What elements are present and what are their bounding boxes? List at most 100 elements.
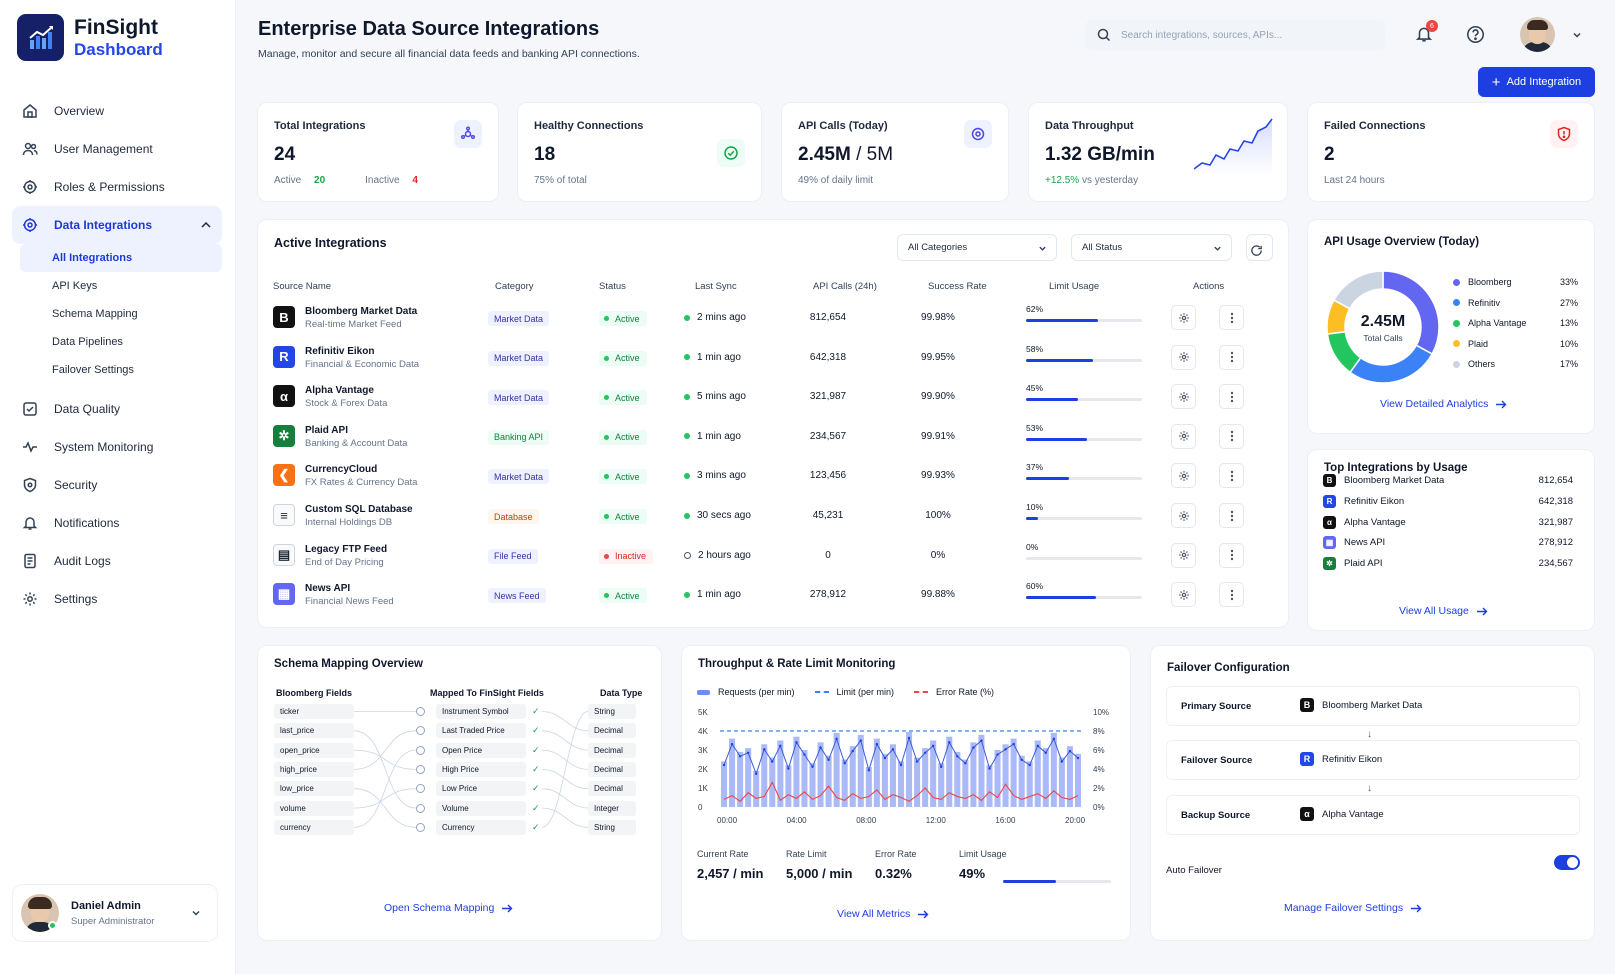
sidebar-item-notifications[interactable]: Notifications — [12, 504, 222, 542]
limit-percent: 45% — [1026, 383, 1044, 394]
table-row[interactable]: ≡ Custom SQL Database Internal Holdings DB… — [258, 494, 1288, 535]
view-detailed-analytics-link[interactable]: View Detailed Analytics — [1380, 398, 1507, 410]
search-bar[interactable] — [1085, 20, 1385, 50]
top-integration-item[interactable]: α Alpha Vantage 321,987 — [1323, 512, 1573, 533]
subnav-item-failover-settings[interactable]: Failover Settings — [52, 364, 134, 376]
search-input[interactable] — [1121, 29, 1361, 41]
target-field[interactable]: Last Traded Price — [436, 723, 526, 739]
legend-dot-icon — [1453, 340, 1460, 347]
row-settings-button[interactable] — [1171, 542, 1196, 568]
row-settings-button[interactable] — [1171, 384, 1196, 410]
column-header: Mapped To FinSight Fields — [430, 688, 544, 698]
failover-source-box[interactable]: Primary Source B Bloomberg Market Data — [1166, 686, 1580, 726]
open-schema-mapping-link[interactable]: Open Schema Mapping — [384, 902, 513, 914]
brand-logo[interactable]: FinSight Dashboard — [17, 14, 163, 61]
view-all-metrics-link[interactable]: View All Metrics — [837, 908, 929, 920]
chevron-down-icon[interactable] — [191, 908, 201, 918]
request-bar — [1058, 757, 1065, 807]
subnav-item-data-pipelines[interactable]: Data Pipelines — [52, 336, 123, 348]
refresh-button[interactable] — [1246, 234, 1273, 261]
table-row[interactable]: α Alpha Vantage Stock & Forex Data Market D… — [258, 375, 1288, 416]
request-point — [835, 737, 838, 741]
target-field[interactable]: Currency — [436, 819, 526, 835]
subnav-item-schema-mapping[interactable]: Schema Mapping — [52, 308, 138, 320]
table-row[interactable]: ❮ CurrencyCloud FX Rates & Currency Data Ma… — [258, 454, 1288, 495]
request-point — [722, 763, 726, 767]
limit-percent: 53% — [1026, 422, 1044, 433]
stat-label: API Calls (Today) — [798, 120, 888, 132]
subnav-item-all-integrations[interactable]: All Integrations — [20, 244, 222, 272]
sidebar-item-overview[interactable]: Overview — [12, 92, 222, 130]
x-tick-label: 16:00 — [995, 816, 1016, 825]
table-row[interactable]: ✲ Plaid API Banking & Account Data Banking … — [258, 415, 1288, 456]
top-integration-item[interactable]: R Refinitiv Eikon 642,318 — [1323, 491, 1573, 512]
sidebar-item-data-integrations[interactable]: Data Integrations — [12, 206, 222, 244]
table-row[interactable]: B Bloomberg Market Data Real-time Market F… — [258, 296, 1288, 337]
row-more-button[interactable] — [1219, 344, 1244, 370]
top-integration-item[interactable]: ▦ News API 278,912 — [1323, 532, 1573, 553]
table-row[interactable]: ▦ News API Financial News Feed News Feed Act… — [258, 573, 1288, 614]
sync-dot-icon — [684, 393, 690, 400]
profile-avatar[interactable] — [1520, 17, 1555, 52]
sidebar-item-audit-logs[interactable]: Audit Logs — [12, 542, 222, 580]
x-tick-label: 20:00 — [1065, 816, 1086, 825]
sidebar-item-data-quality[interactable]: Data Quality — [12, 390, 222, 428]
top-integration-value: 642,318 — [1538, 495, 1573, 507]
limit-percent: 10% — [1026, 502, 1044, 512]
status-filter[interactable]: All Status — [1071, 234, 1232, 261]
search-icon — [1097, 28, 1111, 42]
row-settings-button[interactable] — [1171, 582, 1196, 608]
chevron-up-icon[interactable] — [200, 219, 212, 231]
failover-source-box[interactable]: Failover Source R Refinitiv Eikon — [1166, 740, 1580, 780]
manage-failover-settings-link[interactable]: Manage Failover Settings — [1284, 902, 1422, 914]
target-field[interactable]: High Price — [436, 761, 526, 777]
failover-source-box[interactable]: Backup Source α Alpha Vantage — [1166, 795, 1580, 835]
row-more-button[interactable] — [1219, 542, 1244, 568]
sync-text: 2 hours ago — [698, 549, 751, 561]
auto-failover-toggle[interactable] — [1554, 855, 1580, 870]
subnav-item-api-keys[interactable]: API Keys — [52, 280, 98, 292]
gear-icon — [1178, 510, 1189, 521]
column-header: Last Sync — [695, 281, 737, 292]
source-name: News API — [305, 583, 351, 595]
target-field[interactable]: Instrument Symbol — [436, 704, 526, 719]
sidebar-item-user-management[interactable]: User Management — [12, 130, 222, 168]
row-settings-button[interactable] — [1171, 463, 1196, 489]
limit-bar-fill — [1026, 517, 1038, 520]
table-row[interactable]: R Refinitiv Eikon Financial & Economic Dat… — [258, 336, 1288, 377]
top-integration-item[interactable]: ✲ Plaid API 234,567 — [1323, 553, 1573, 574]
row-more-button[interactable] — [1219, 305, 1244, 330]
sidebar-item-system-monitoring[interactable]: System Monitoring — [12, 428, 222, 466]
target-field[interactable]: Open Price — [436, 742, 526, 758]
more-vertical-icon — [1230, 391, 1233, 402]
notifications-button[interactable]: 6 — [1412, 20, 1438, 46]
sidebar-item-settings[interactable]: Settings — [12, 580, 222, 618]
top-integration-item[interactable]: B Bloomberg Market Data 812,654 — [1323, 470, 1573, 491]
row-more-button[interactable] — [1219, 582, 1244, 608]
target-field[interactable]: Low Price — [436, 781, 526, 797]
view-all-usage-link[interactable]: View All Usage — [1399, 605, 1488, 617]
target-field[interactable]: Volume — [436, 800, 526, 816]
help-button[interactable] — [1463, 22, 1487, 46]
profile-chevron-icon[interactable] — [1572, 30, 1582, 40]
gear-icon — [1178, 589, 1189, 600]
sidebar-item-security[interactable]: Security — [12, 466, 222, 504]
row-settings-button[interactable] — [1171, 503, 1196, 528]
row-more-button[interactable] — [1219, 503, 1244, 528]
row-more-button[interactable] — [1219, 463, 1244, 489]
user-card[interactable]: Daniel Admin Super Administrator — [12, 884, 218, 942]
row-more-button[interactable] — [1219, 423, 1244, 449]
sidebar-item-roles-permissions[interactable]: Roles & Permissions — [12, 168, 222, 206]
row-settings-button[interactable] — [1171, 423, 1196, 449]
category-filter[interactable]: All Categories — [897, 234, 1057, 261]
row-settings-button[interactable] — [1171, 344, 1196, 370]
add-integration-button[interactable]: + Add Integration — [1478, 67, 1595, 97]
limit-usage-bar — [1003, 880, 1111, 883]
row-more-button[interactable] — [1219, 384, 1244, 410]
more-vertical-icon — [1230, 431, 1233, 442]
metric-label: Rate Limit — [786, 849, 827, 859]
stat-card-total-integrations: Total Integrations 24 Active 20 Inactive … — [257, 102, 499, 202]
top-integration-name: Alpha Vantage — [1344, 516, 1406, 528]
row-settings-button[interactable] — [1171, 305, 1196, 330]
table-row[interactable]: ▤ Legacy FTP Feed End of Day Pricing File F… — [258, 534, 1288, 575]
